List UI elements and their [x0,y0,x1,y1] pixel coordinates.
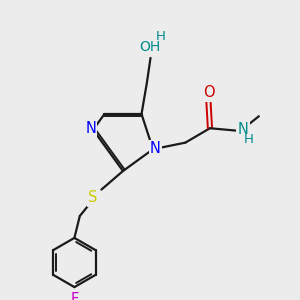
Text: N: N [238,122,248,136]
Text: N: N [150,141,161,156]
Text: S: S [88,190,98,206]
Text: OH: OH [139,40,161,53]
Text: H: H [156,30,166,43]
Text: O: O [202,85,214,100]
Text: N: N [85,121,96,136]
Text: F: F [70,292,79,300]
Text: H: H [244,133,254,146]
